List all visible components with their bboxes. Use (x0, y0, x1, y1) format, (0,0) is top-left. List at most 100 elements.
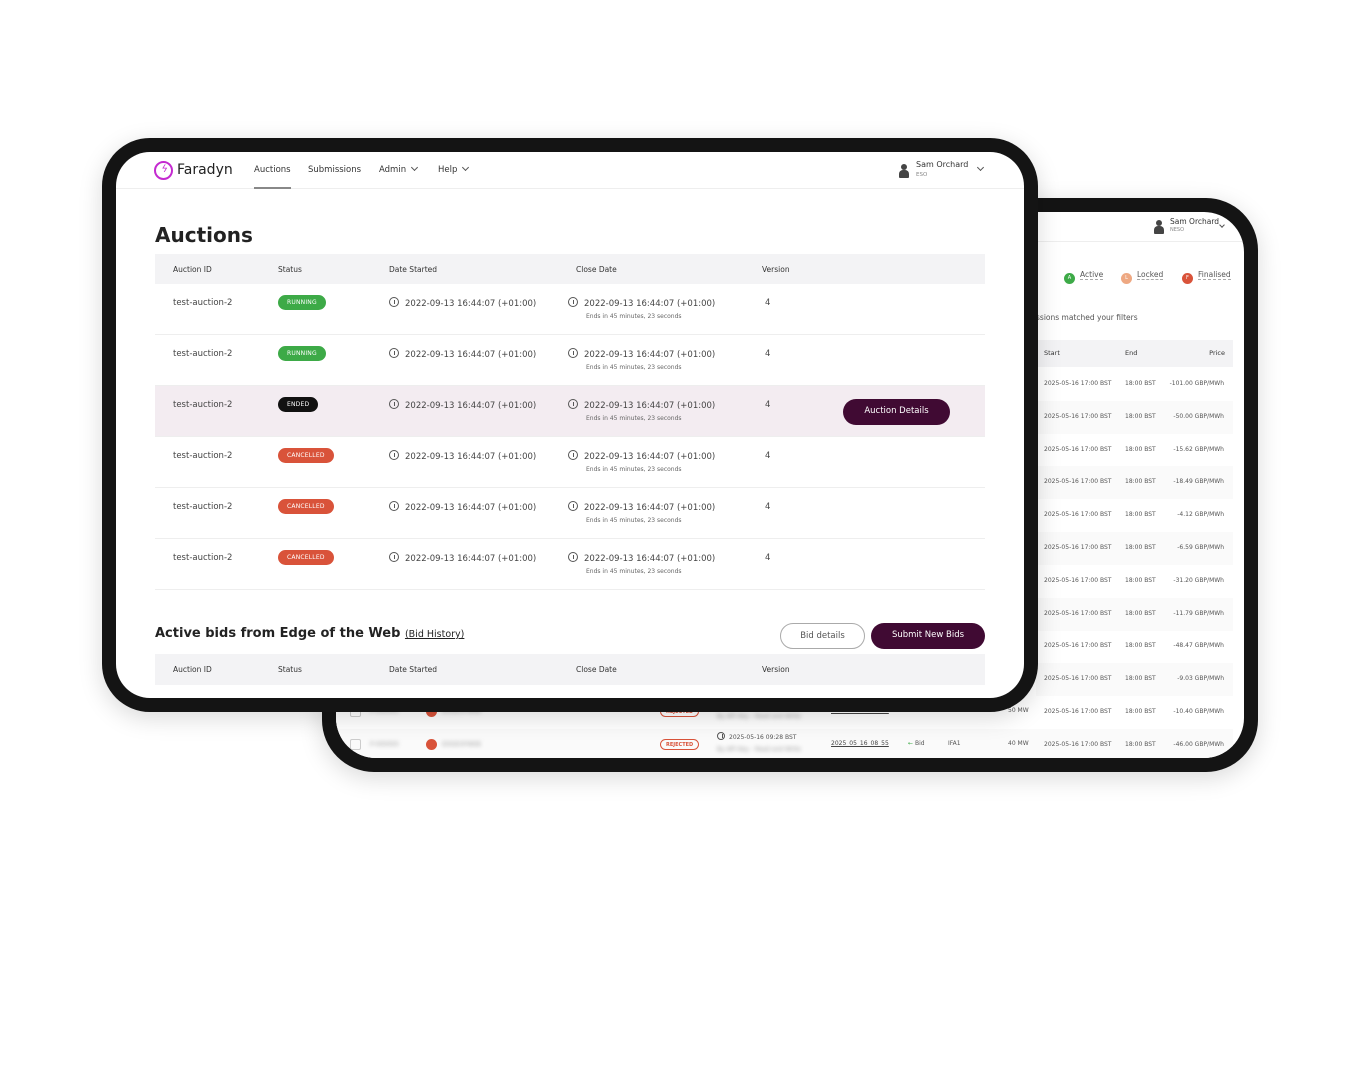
status-badge: RUNNING (278, 346, 326, 361)
date-started-value: 2022-09-13 16:44:07 (+01:00) (405, 554, 537, 564)
nav-submissions[interactable]: Submissions (308, 165, 361, 175)
status-badge: CANCELLED (278, 550, 334, 565)
volume: 40 MW (1008, 739, 1029, 747)
end-time: 18:00 BST (1125, 511, 1156, 519)
date-started-value: 2022-09-13 16:44:07 (+01:00) (405, 350, 537, 360)
bids-section-title: Active bids from Edge of the Web (Bid Hi… (155, 626, 464, 641)
auction-id[interactable]: test-auction-2 (173, 451, 233, 461)
ends-in: Ends in 45 minutes, 23 seconds (586, 364, 682, 371)
auction-id[interactable]: test-auction-2 (173, 553, 233, 563)
ends-in: Ends in 45 minutes, 23 seconds (586, 313, 682, 320)
back-table-header: Start End Price (1036, 340, 1233, 367)
end-time: 18:00 BST (1125, 642, 1156, 650)
legend-active[interactable]: A Active (1064, 270, 1104, 284)
col-status: Status (278, 665, 302, 674)
user-name[interactable]: Sam Orchard (916, 160, 969, 169)
close-date: 2022-09-13 16:44:07 (+01:00) (568, 552, 715, 564)
auction-details-button[interactable]: Auction Details (843, 399, 950, 425)
user-org: NESO (1170, 227, 1185, 233)
results-count: ssions matched your filters (1036, 313, 1138, 322)
date-started: 2022-09-13 16:44:07 (+01:00) (389, 348, 536, 360)
price: -46.00 GBP/MWh (1173, 740, 1224, 748)
nav-auctions[interactable]: Auctions (254, 165, 291, 189)
clock-icon (568, 348, 578, 358)
price: -50.00 GBP/MWh (1173, 412, 1224, 420)
price: -11.79 GBP/MWh (1173, 609, 1224, 617)
close-date: 2022-09-13 16:44:07 (+01:00) (568, 348, 715, 360)
end-time: 18:00 BST (1125, 380, 1156, 387)
chevron-down-icon (462, 163, 470, 172)
status-badge: RUNNING (278, 295, 326, 310)
legend-locked[interactable]: L Locked (1121, 270, 1164, 284)
start-time: 2025-05-16 17:00 BST (1044, 740, 1112, 748)
submission-ref-link[interactable]: 2025_05_16_08_55 (831, 739, 889, 747)
price: -31.20 GBP/MWh (1173, 576, 1224, 584)
bid-history-link[interactable]: (Bid History) (404, 629, 465, 640)
submitted-at: 2025-05-16 09:28 BST (717, 731, 796, 741)
col-close-date: Close Date (576, 665, 617, 674)
direction: ← Bid (908, 740, 925, 747)
ends-in: Ends in 45 minutes, 23 seconds (586, 466, 682, 473)
close-date: 2022-09-13 16:44:07 (+01:00) (568, 501, 715, 513)
nav-admin[interactable]: Admin (379, 163, 419, 175)
user-name[interactable]: Sam Orchard (1170, 217, 1220, 226)
start-time: 2025-05-16 17:00 BST (1044, 380, 1112, 387)
nav-help[interactable]: Help (438, 163, 470, 175)
price: -15.62 GBP/MWh (1173, 445, 1224, 453)
date-started: 2022-09-13 16:44:07 (+01:00) (389, 552, 536, 564)
col-auction-id: Auction ID (173, 665, 212, 674)
submitted-by: By API Key - Read and Write (717, 713, 801, 720)
price: -10.40 GBP/MWh (1173, 708, 1224, 715)
direction-value: Bid (914, 739, 925, 747)
date-started: 2022-09-13 16:44:07 (+01:00) (389, 501, 536, 513)
row-checkbox[interactable] (350, 738, 361, 750)
close-date: 2022-09-13 16:44:07 (+01:00) (568, 399, 715, 411)
price: -6.59 GBP/MWh (1177, 544, 1224, 551)
status-badge: CANCELLED (278, 499, 334, 514)
end-time: 18:00 BST (1125, 740, 1156, 748)
ends-in: Ends in 45 minutes, 23 seconds (586, 517, 682, 524)
col-price: Price (1209, 349, 1225, 357)
col-close-date: Close Date (576, 265, 617, 274)
clock-icon (389, 501, 399, 511)
bid-details-button[interactable]: Bid details (780, 623, 865, 649)
brand-name[interactable]: Faradyn (177, 162, 233, 178)
col-status: Status (278, 265, 302, 274)
auction-id[interactable]: test-auction-2 (173, 400, 233, 410)
auction-id[interactable]: test-auction-2 (173, 502, 233, 512)
faradyn-logo-icon: ϟ (154, 161, 173, 180)
bids-title: Active bids from Edge of the Web (155, 626, 401, 641)
clock-icon (568, 297, 578, 307)
auction-id[interactable]: test-auction-2 (173, 349, 233, 359)
chevron-down-icon (411, 163, 419, 172)
clock-icon (389, 552, 399, 562)
clock-icon (717, 731, 725, 740)
auction-row[interactable]: test-auction-2 CANCELLED 2022-09-13 16:4… (155, 437, 985, 488)
version: 4 (765, 553, 771, 563)
legend-label: Finalised (1198, 270, 1231, 280)
version: 4 (765, 298, 771, 308)
submission-id: P-000000 (370, 740, 399, 748)
start-time: 2025-05-16 17:00 BST (1044, 544, 1112, 551)
submit-new-bids-button[interactable]: Submit New Bids (871, 623, 985, 649)
clock-icon (389, 348, 399, 358)
auction-row[interactable]: test-auction-2 ENDED 2022-09-13 16:44:07… (155, 386, 985, 437)
legend-label: Active (1080, 270, 1104, 280)
ends-in: Ends in 45 minutes, 23 seconds (586, 568, 682, 575)
close-date-value: 2022-09-13 16:44:07 (+01:00) (584, 350, 716, 360)
page-title: Auctions (155, 223, 253, 247)
auction-row[interactable]: test-auction-2 RUNNING 2022-09-13 16:44:… (155, 284, 985, 335)
clock-icon (389, 399, 399, 409)
col-auction-id: Auction ID (173, 265, 212, 274)
start-time: 2025-05-16 17:00 BST (1044, 708, 1112, 715)
auction-row[interactable]: test-auction-2 CANCELLED 2022-09-13 16:4… (155, 539, 985, 590)
legend-finalised[interactable]: F Finalised (1182, 270, 1231, 284)
auction-row[interactable]: test-auction-2 RUNNING 2022-09-13 16:44:… (155, 335, 985, 386)
auction-row[interactable]: test-auction-2 CANCELLED 2022-09-13 16:4… (155, 488, 985, 539)
date-started: 2022-09-13 16:44:07 (+01:00) (389, 399, 536, 411)
auction-id[interactable]: test-auction-2 (173, 298, 233, 308)
chevron-down-icon[interactable] (1219, 222, 1225, 228)
chevron-down-icon[interactable] (976, 163, 985, 172)
ends-in: Ends in 45 minutes, 23 seconds (586, 415, 682, 422)
clock-icon (568, 399, 578, 409)
